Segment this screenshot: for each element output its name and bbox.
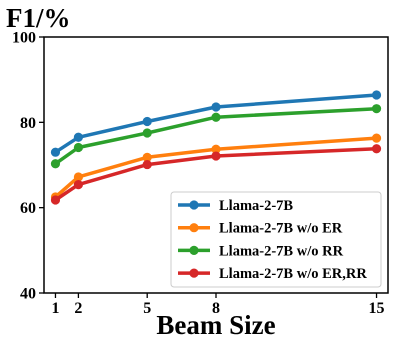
data-point xyxy=(211,144,221,154)
data-point xyxy=(73,132,83,142)
x-axis: 1 2 5 8 15 xyxy=(51,293,385,317)
legend-swatch-marker xyxy=(189,268,199,278)
y-axis: 40 60 80 100 xyxy=(12,30,44,303)
legend-box xyxy=(170,191,382,288)
x-tick-label: 1 xyxy=(51,300,59,317)
data-point xyxy=(142,152,152,162)
legend-swatch-marker xyxy=(189,200,199,210)
legend-label: Llama-2-7B w/o ER xyxy=(219,221,343,237)
legend-label: Llama-2-7B w/o RR xyxy=(219,243,344,259)
legend-swatch-marker xyxy=(189,223,199,233)
y-tick-label: 60 xyxy=(20,200,36,217)
data-point xyxy=(73,142,83,153)
x-tick-label: 15 xyxy=(369,300,385,317)
data-point xyxy=(50,147,61,157)
data-point xyxy=(50,195,61,205)
x-axis-label: Beam Size xyxy=(156,310,275,339)
y-axis-label: F1/% xyxy=(6,3,71,33)
data-point xyxy=(371,104,382,114)
data-point xyxy=(73,180,83,190)
data-point xyxy=(211,112,221,122)
data-point xyxy=(371,144,382,154)
x-tick-label: 8 xyxy=(212,300,220,317)
data-point xyxy=(371,133,382,143)
data-point xyxy=(73,172,83,182)
data-point xyxy=(50,159,61,169)
y-tick-label: 40 xyxy=(20,286,36,303)
data-point xyxy=(211,151,221,161)
legend-swatch-marker xyxy=(189,245,199,255)
data-point xyxy=(142,128,152,138)
legend-label: Llama-2-7B xyxy=(219,198,293,214)
legend: Llama-2-7B Llama-2-7B w/o ER Llama-2-7B w/… xyxy=(170,191,382,288)
legend-label: Llama-2-7B w/o ER,RR xyxy=(219,266,367,282)
x-tick-label: 5 xyxy=(143,300,151,317)
x-tick-label: 2 xyxy=(74,300,82,317)
data-point xyxy=(142,159,152,170)
series-layer xyxy=(50,90,382,205)
y-tick-label: 80 xyxy=(20,115,36,132)
y-tick-label: 100 xyxy=(12,30,36,47)
data-point xyxy=(371,90,382,100)
data-point xyxy=(142,116,152,127)
data-point xyxy=(211,102,221,112)
